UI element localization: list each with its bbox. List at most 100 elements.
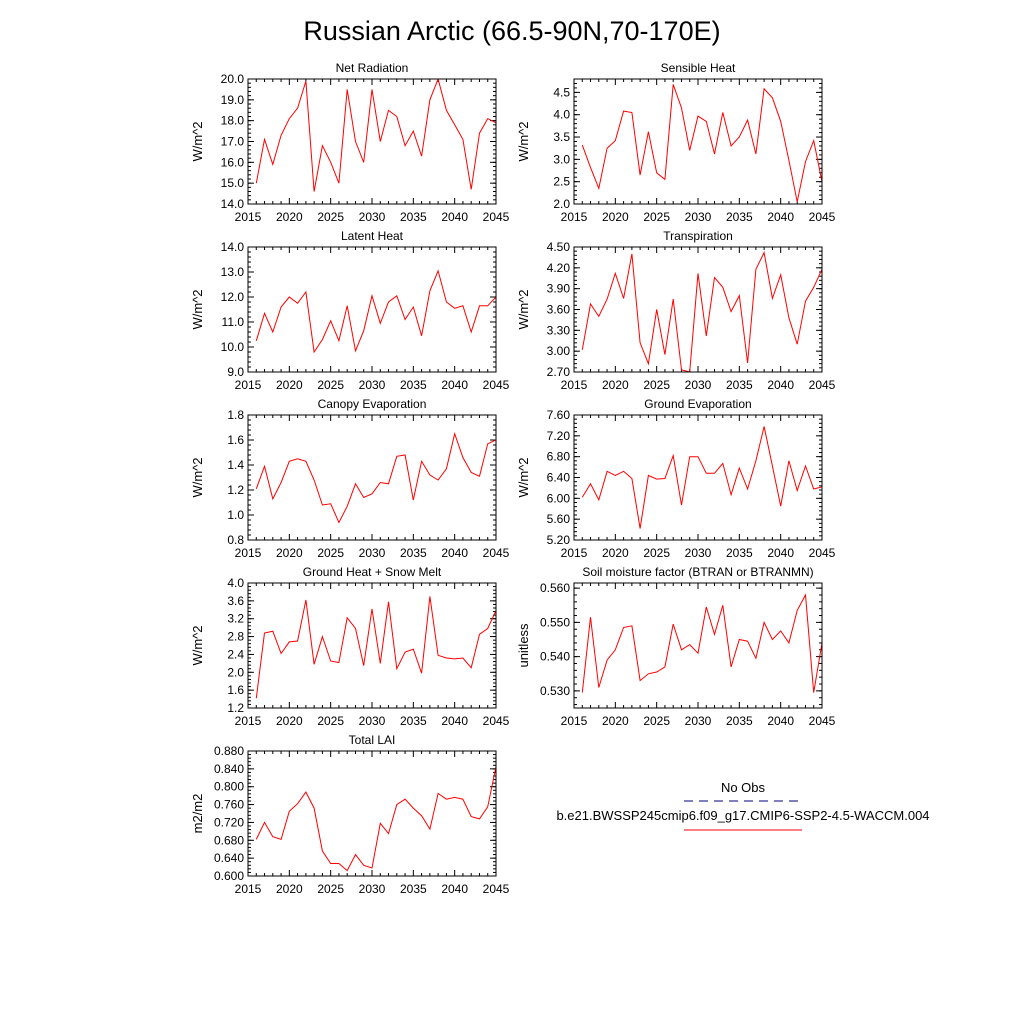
- y-tick-label: 3.00: [547, 344, 571, 358]
- y-tick-label: 4.50: [547, 240, 571, 254]
- x-tick-label: 2015: [561, 714, 588, 728]
- y-tick-label: 2.0: [553, 197, 570, 211]
- panel-transpiration: Transpiration 2.70 3.00 3.30 3.60 3.90 4.20 4.5…: [516, 229, 836, 392]
- series-line: [581, 426, 822, 529]
- series-line: [255, 269, 496, 354]
- y-tick-label: 0.550: [540, 615, 570, 629]
- y-axis-label: W/m^2: [516, 289, 531, 329]
- x-tick-label: 2025: [643, 210, 670, 224]
- y-tick-label: 20.0: [221, 72, 245, 86]
- y-tick-label: 16.0: [221, 155, 245, 169]
- y-tick-label: 0.560: [540, 581, 570, 595]
- y-tick-label: 10.0: [221, 340, 245, 354]
- x-tick-label: 2045: [483, 546, 510, 560]
- x-tick-label: 2015: [561, 546, 588, 560]
- panel-total-lai: Total LAI 0.600 0.640 0.680 0.720 0.760 0.800 0…: [190, 733, 510, 896]
- y-tick-label: 6.80: [547, 450, 571, 464]
- x-tick-label: 2030: [685, 714, 712, 728]
- y-tick-label: 2.70: [547, 365, 571, 379]
- x-tick-label: 2045: [809, 210, 836, 224]
- x-tick-label: 2045: [483, 210, 510, 224]
- plot-frame: [247, 414, 497, 541]
- y-tick-label: 3.2: [227, 612, 244, 626]
- x-tick-label: 2030: [685, 546, 712, 560]
- x-tick-label: 2020: [276, 210, 303, 224]
- y-tick-label: 1.8: [227, 408, 244, 422]
- x-tick-label: 2035: [400, 210, 427, 224]
- x-tick-label: 2025: [317, 546, 344, 560]
- y-axis-label: W/m^2: [190, 121, 205, 161]
- panel-title: Net Radiation: [336, 61, 409, 75]
- y-tick-label: 15.0: [221, 176, 245, 190]
- x-tick-label: 2025: [643, 546, 670, 560]
- y-tick-label: 1.6: [227, 683, 244, 697]
- y-tick-label: 18.0: [221, 114, 245, 128]
- y-tick-label: 3.60: [547, 303, 571, 317]
- y-tick-label: 5.20: [547, 533, 571, 547]
- y-tick-label: 19.0: [221, 93, 245, 107]
- y-tick-label: 0.600: [214, 869, 244, 883]
- x-tick-label: 2015: [235, 210, 262, 224]
- x-tick-label: 2035: [726, 546, 753, 560]
- y-tick-label: 4.0: [227, 576, 244, 590]
- x-tick-label: 2025: [643, 714, 670, 728]
- panel-ground-heat-snow-melt: Ground Heat + Snow Melt 1.2 1.6 2.0 2.4 2.8 3.…: [190, 565, 510, 728]
- x-tick-label: 2030: [685, 210, 712, 224]
- plot-frame: [247, 750, 497, 877]
- x-tick-label: 2040: [767, 714, 794, 728]
- y-tick-label: 4.0: [553, 108, 570, 122]
- panel-title: Ground Heat + Snow Melt: [303, 565, 442, 579]
- x-tick-label: 2025: [643, 378, 670, 392]
- x-tick-label: 2020: [602, 714, 629, 728]
- panel-title: Ground Evaporation: [644, 397, 751, 411]
- panel-net-radiation: Net Radiation 14.0 15.0 16.0 17.0 18.0 19.0 20.…: [190, 61, 510, 224]
- x-tick-label: 2040: [767, 378, 794, 392]
- y-tick-label: 1.4: [227, 458, 244, 472]
- x-tick-label: 2040: [767, 210, 794, 224]
- y-tick-label: 0.640: [214, 851, 244, 865]
- y-tick-label: 7.60: [547, 408, 571, 422]
- y-tick-label: 0.530: [540, 684, 570, 698]
- x-tick-label: 2020: [602, 546, 629, 560]
- x-tick-label: 2025: [317, 714, 344, 728]
- x-tick-label: 2025: [317, 882, 344, 896]
- series-line: [255, 79, 496, 192]
- x-tick-label: 2045: [483, 882, 510, 896]
- series-line: [581, 84, 822, 202]
- plot-frame: [247, 246, 497, 373]
- y-tick-label: 2.0: [227, 665, 244, 679]
- x-tick-label: 2020: [602, 378, 629, 392]
- y-tick-label: 1.6: [227, 433, 244, 447]
- plot-frame: [573, 582, 823, 709]
- y-tick-label: 2.8: [227, 630, 244, 644]
- panel-title: Total LAI: [349, 733, 396, 747]
- y-tick-label: 0.760: [214, 798, 244, 812]
- y-tick-label: 7.20: [547, 429, 571, 443]
- x-tick-label: 2040: [767, 546, 794, 560]
- y-tick-label: 3.6: [227, 594, 244, 608]
- panel-title: Canopy Evaporation: [318, 397, 427, 411]
- x-tick-label: 2045: [809, 378, 836, 392]
- y-tick-label: 3.90: [547, 282, 571, 296]
- x-tick-label: 2015: [235, 882, 262, 896]
- x-tick-label: 2045: [483, 378, 510, 392]
- series-line: [581, 593, 822, 693]
- x-tick-label: 2015: [235, 714, 262, 728]
- legend-label-no-obs: No Obs: [721, 780, 766, 795]
- plot-frame: [573, 78, 823, 205]
- x-tick-label: 2040: [441, 210, 468, 224]
- panels: Net Radiation 14.0 15.0 16.0 17.0 18.0 19.0 20.…: [190, 61, 836, 896]
- x-tick-label: 2030: [359, 210, 386, 224]
- x-tick-label: 2015: [561, 210, 588, 224]
- x-tick-label: 2045: [483, 714, 510, 728]
- y-axis-label: W/m^2: [190, 457, 205, 497]
- panel-title: Soil moisture factor (BTRAN or BTRANMN): [582, 565, 813, 579]
- y-tick-label: 13.0: [221, 265, 245, 279]
- x-tick-label: 2035: [726, 378, 753, 392]
- figure-title: Russian Arctic (66.5-90N,70-170E): [303, 16, 720, 46]
- x-tick-label: 2035: [400, 378, 427, 392]
- x-tick-label: 2015: [235, 378, 262, 392]
- plot-frame: [247, 582, 497, 709]
- x-tick-label: 2015: [561, 378, 588, 392]
